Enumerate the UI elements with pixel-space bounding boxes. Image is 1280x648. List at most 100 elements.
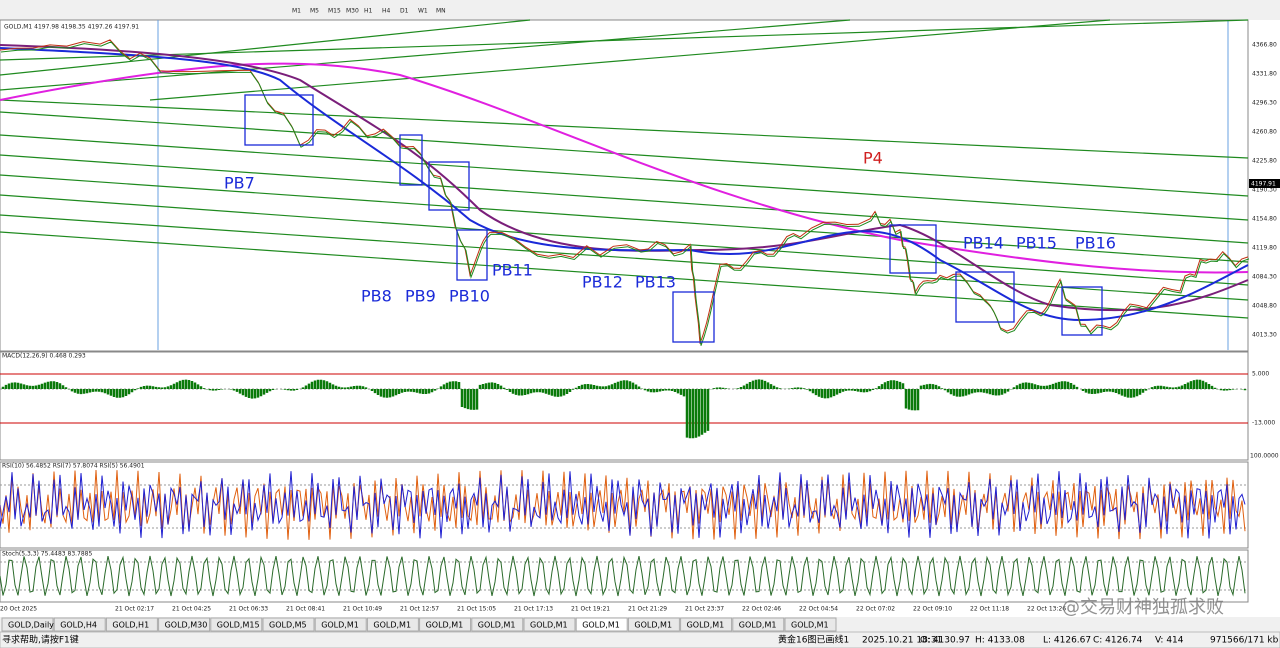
- toolbar: [0, 0, 1280, 20]
- rsi-line: [0, 471, 1246, 539]
- annotation: PB10: [449, 287, 490, 306]
- timeframe-button[interactable]: M15: [328, 8, 341, 15]
- time-label: 22 Oct 07:02: [856, 606, 895, 613]
- rsi-label: RSI(10) 56.4852 RSI(7) 57.8074 RSI(5) 56…: [2, 463, 145, 470]
- tab[interactable]: [262, 617, 315, 632]
- tab-label[interactable]: GOLD,H1: [112, 621, 149, 630]
- stoch-line: [0, 555, 1246, 597]
- tab[interactable]: [680, 617, 733, 632]
- tab-label[interactable]: GOLD,M5: [269, 621, 307, 630]
- price-label: 4190.30: [1252, 187, 1277, 194]
- price-label: 4154.80: [1252, 216, 1277, 223]
- rsi-top: 100.0000: [1250, 453, 1279, 460]
- tab[interactable]: [53, 617, 106, 632]
- trend-line: [0, 19, 851, 91]
- status-text: O: 4130.97: [920, 636, 970, 646]
- tab-label[interactable]: GOLD,M1: [530, 621, 568, 630]
- tab-label[interactable]: GOLD,M1: [687, 621, 725, 630]
- time-label: 21 Oct 17:13: [514, 606, 553, 613]
- timeframe-button[interactable]: H1: [364, 8, 373, 15]
- tab[interactable]: [314, 617, 367, 632]
- time-label: 20 Oct 2025: [0, 606, 37, 613]
- time-label: 22 Oct 09:10: [913, 606, 952, 613]
- tab-label[interactable]: GOLD,M1: [791, 621, 829, 630]
- price-label: 4013.30: [1252, 332, 1277, 339]
- timeframe-button[interactable]: H4: [382, 8, 391, 15]
- tab-label[interactable]: GOLD,M30: [165, 621, 208, 630]
- chart-header: GOLD,M1 4197.98 4198.35 4197.26 4197.91: [4, 24, 139, 31]
- timeframe-button[interactable]: M5: [310, 8, 319, 15]
- tab-label[interactable]: GOLD,H4: [60, 621, 97, 630]
- time-label: 21 Oct 04:25: [172, 606, 211, 613]
- status-text: H: 4133.08: [975, 636, 1025, 646]
- tab[interactable]: [105, 617, 158, 632]
- tab-label[interactable]: GOLD,M15: [217, 621, 260, 630]
- current-price-box: [1249, 179, 1280, 188]
- stoch-label: Stoch(5,3,3) 75.4483 83.7885: [2, 551, 93, 558]
- tab[interactable]: [1, 617, 54, 632]
- macd-pane: [0, 351, 1249, 461]
- tab[interactable]: [784, 617, 837, 632]
- time-label: 21 Oct 19:21: [571, 606, 610, 613]
- tab[interactable]: [210, 617, 263, 632]
- time-label: 21 Oct 10:49: [343, 606, 382, 613]
- price-label: 4225.80: [1252, 158, 1277, 165]
- time-label: 21 Oct 08:41: [286, 606, 325, 613]
- status-text: V: 414: [1155, 636, 1184, 646]
- timeframe-button[interactable]: M30: [346, 8, 359, 15]
- trend-line: [0, 19, 1249, 61]
- time-label: 22 Oct 02:46: [742, 606, 781, 613]
- timeframe-button[interactable]: MN: [436, 8, 446, 15]
- tab[interactable]: [575, 617, 628, 632]
- tab-label[interactable]: GOLD,M1: [321, 621, 359, 630]
- tab-label[interactable]: GOLD,M1: [426, 621, 464, 630]
- trend-line: [0, 111, 1249, 197]
- annotation: PB14: [963, 234, 1004, 253]
- annotation: PB7: [224, 174, 255, 193]
- price-line: [0, 41, 1250, 346]
- status-text: C: 4126.74: [1093, 636, 1143, 646]
- pullback-box: [456, 229, 488, 281]
- time-label: 21 Oct 06:33: [229, 606, 268, 613]
- annotation: P4: [863, 149, 883, 168]
- trend-line: [0, 231, 1249, 319]
- pullback-box: [1061, 286, 1103, 336]
- tab-label[interactable]: GOLD,M1: [582, 621, 620, 630]
- tab[interactable]: [627, 617, 680, 632]
- time-label: 21 Oct 23:37: [685, 606, 724, 613]
- pullback-box: [428, 161, 470, 211]
- price-label: 4331.80: [1252, 71, 1277, 78]
- watermark: @交易财神独孤求败: [1062, 597, 1224, 618]
- tab-label[interactable]: GOLD,M1: [634, 621, 672, 630]
- timeframe-button[interactable]: D1: [400, 8, 409, 15]
- timeframe-button[interactable]: M1: [292, 8, 301, 15]
- macd-histogram: [1, 379, 1247, 439]
- tab-label[interactable]: GOLD,Daily: [8, 621, 54, 630]
- tab[interactable]: [471, 617, 524, 632]
- tab-label[interactable]: GOLD,M1: [373, 621, 411, 630]
- pullback-box: [955, 271, 1015, 323]
- ma-fast: [0, 47, 1249, 322]
- time-label: 21 Oct 12:57: [400, 606, 439, 613]
- tab[interactable]: [523, 617, 576, 632]
- pullback-box: [672, 291, 715, 343]
- annotation: PB12: [582, 273, 623, 292]
- time-label: 22 Oct 11:18: [970, 606, 1009, 613]
- tab[interactable]: [419, 617, 472, 632]
- annotation: PB11: [492, 261, 533, 280]
- pullback-box: [889, 224, 937, 274]
- tab-label[interactable]: GOLD,M1: [739, 621, 777, 630]
- timeframe-button[interactable]: W1: [418, 8, 428, 15]
- tab[interactable]: [158, 617, 211, 632]
- tab[interactable]: [732, 617, 785, 632]
- current-price: 4197.91: [1251, 181, 1276, 188]
- annotation: PB15: [1016, 234, 1057, 253]
- macd-level: 5.000: [1252, 371, 1269, 378]
- tab-label[interactable]: GOLD,M1: [478, 621, 516, 630]
- time-label: 21 Oct 15:05: [457, 606, 496, 613]
- time-label: 22 Oct 13:26: [1027, 606, 1066, 613]
- price-label: 4296.30: [1252, 100, 1277, 107]
- tab[interactable]: [366, 617, 419, 632]
